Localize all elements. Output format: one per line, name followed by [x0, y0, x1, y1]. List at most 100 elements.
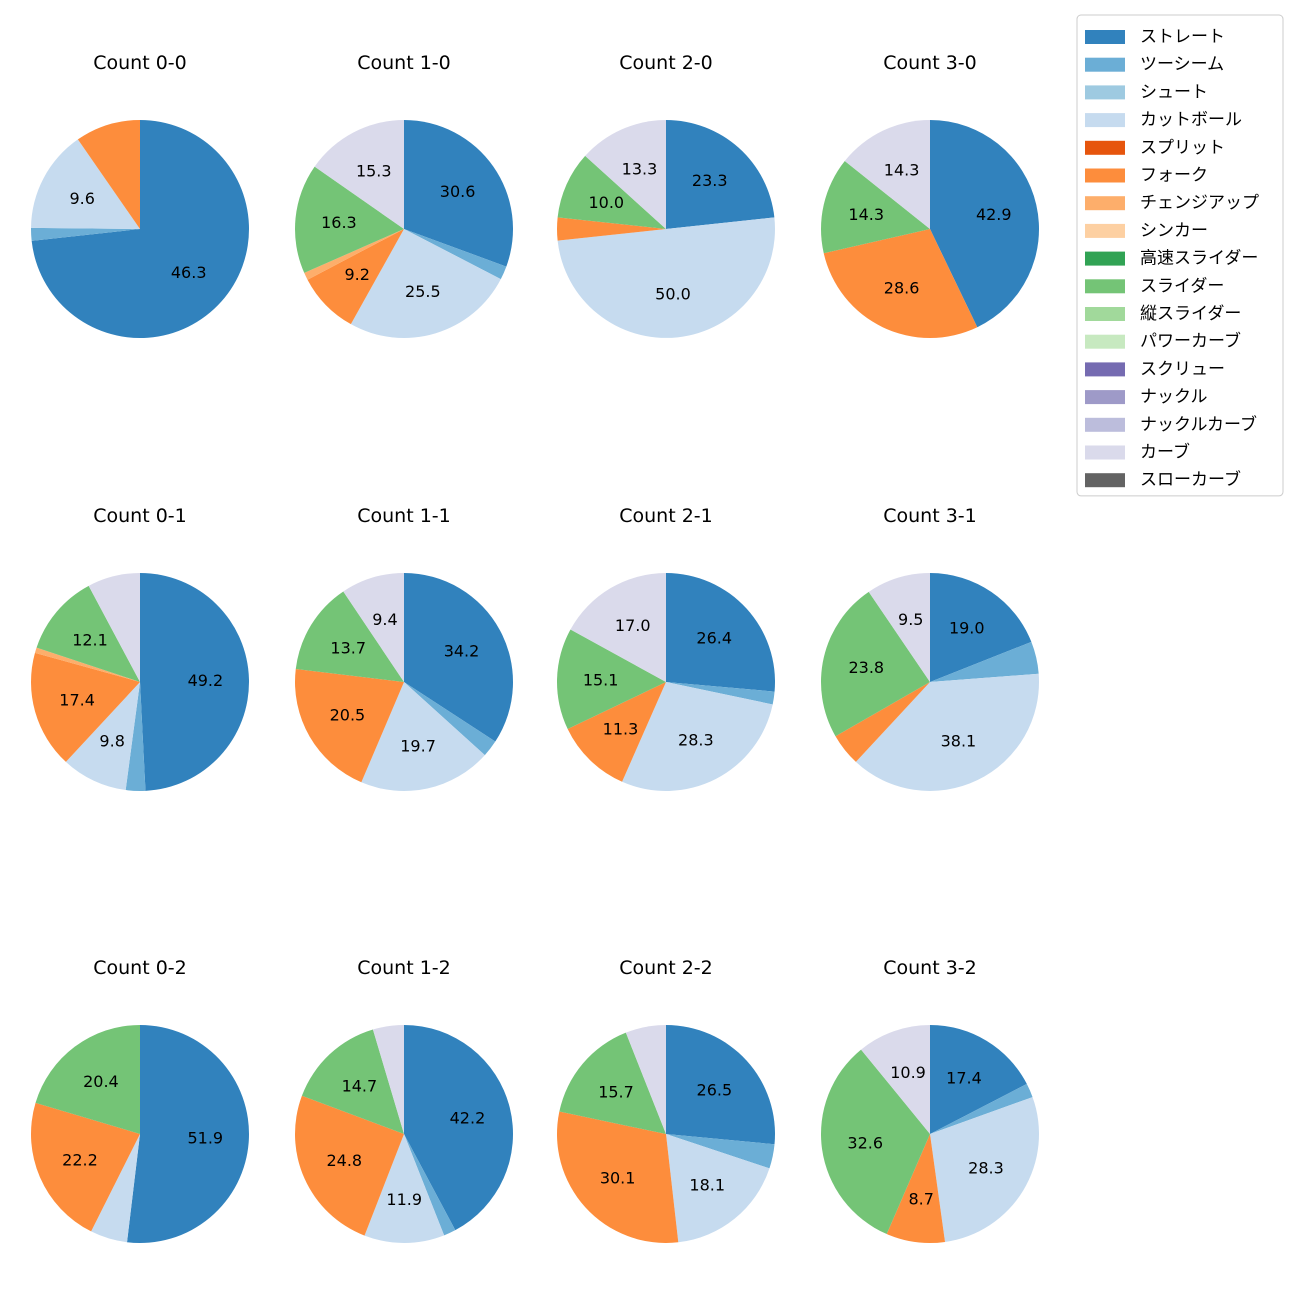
pie-slice	[821, 161, 930, 254]
slice-value-label: 13.3	[622, 160, 658, 179]
slice-value-label: 30.1	[600, 1169, 636, 1188]
legend-entry: スプリット	[1140, 138, 1225, 158]
slice-value-label: 9.4	[372, 610, 397, 629]
legend-entry: カットボール	[1140, 110, 1242, 130]
pie-title: Count 0-1	[93, 505, 187, 527]
pie-slice	[88, 573, 140, 682]
pie-title: Count 2-2	[619, 957, 713, 979]
pie-slice	[861, 1025, 930, 1134]
legend-swatch	[1085, 279, 1125, 294]
pie-slice	[65, 682, 140, 791]
slice-value-label: 9.5	[898, 610, 923, 629]
slice-value-label: 15.1	[583, 671, 619, 690]
slice-value-label: 18.1	[689, 1175, 725, 1194]
slice-value-label: 32.6	[847, 1134, 883, 1153]
slice-value-label: 20.5	[330, 705, 366, 724]
slice-value-label: 11.9	[386, 1190, 422, 1209]
slice-value-label: 24.8	[326, 1151, 362, 1170]
pie-slice	[140, 573, 249, 791]
pie-slice	[364, 1134, 445, 1243]
pie-slice	[77, 120, 140, 229]
pie-slice	[820, 591, 930, 737]
legend-swatch	[1085, 57, 1125, 72]
pie-slice	[36, 585, 140, 682]
slice-value-label: 28.3	[968, 1158, 1004, 1177]
slice-value-label: 9.8	[99, 732, 124, 751]
legend-entry: シュート	[1140, 82, 1208, 102]
slice-value-label: 17.4	[946, 1069, 982, 1088]
pie-slice	[404, 120, 513, 267]
slice-value-label: 10.9	[890, 1063, 926, 1082]
pie-slice	[868, 573, 930, 682]
legend-swatch	[1085, 362, 1125, 377]
pie-slice	[35, 1025, 140, 1134]
pie-slice	[585, 120, 666, 229]
pie-slice	[295, 1095, 404, 1236]
pie-title: Count 3-1	[883, 505, 977, 527]
slice-value-label: 13.7	[330, 638, 366, 657]
pie-slice	[666, 120, 775, 229]
slice-value-label: 14.3	[848, 205, 884, 224]
pie-slice	[30, 652, 140, 762]
legend-swatch	[1085, 334, 1125, 349]
slice-value-label: 26.5	[697, 1080, 733, 1099]
pie-11: Count 2-2 26.5 18.1 30.1 15.7	[557, 957, 775, 1243]
pie-slice	[820, 1049, 930, 1235]
pie-title: Count 0-2	[93, 957, 187, 979]
slice-value-label: 10.0	[588, 193, 624, 212]
slice-value-label: 14.3	[884, 161, 920, 180]
pie-slice	[557, 217, 775, 338]
pie-slice	[930, 1083, 1033, 1134]
slice-value-label: 34.2	[444, 641, 480, 660]
pie-title: Count 3-0	[883, 52, 977, 74]
legend-entry: シンカー	[1140, 221, 1208, 241]
pie-2: Count 1-0 30.6 25.5 9.2 16.3 15.3	[295, 52, 513, 338]
pie-slice	[622, 682, 773, 791]
pie-title: Count 1-1	[357, 505, 451, 527]
pie-7: Count 2-1 26.4 28.3 11.3 15.1 17.0	[557, 505, 775, 791]
legend-swatch	[1085, 196, 1125, 211]
slice-value-label: 42.9	[976, 205, 1012, 224]
pie-slice	[855, 673, 1039, 791]
pie-3: Count 2-0 23.3 50.0 10.0 13.3	[556, 52, 775, 338]
pie-slice	[295, 166, 404, 273]
slice-value-label: 50.0	[655, 285, 691, 304]
slice-value-label: 11.3	[603, 719, 639, 738]
legend-swatch	[1085, 473, 1125, 488]
pie-slice	[30, 227, 140, 241]
slice-value-label: 38.1	[941, 731, 977, 750]
slice-value-label: 17.4	[59, 690, 95, 709]
pie-slice	[930, 1097, 1039, 1242]
legend-entry: チェンジアップ	[1140, 193, 1259, 213]
pie-slice	[361, 682, 485, 791]
pie-title: Count 1-2	[357, 957, 451, 979]
slice-value-label: 20.4	[83, 1072, 119, 1091]
pie-slice	[930, 573, 1032, 682]
slice-value-label: 28.6	[884, 278, 920, 297]
slice-value-label: 23.3	[692, 171, 728, 190]
slice-value-label: 49.2	[188, 671, 224, 690]
legend-swatch	[1085, 85, 1125, 100]
legend-swatch	[1085, 113, 1125, 128]
pie-slice	[294, 669, 404, 783]
legend-swatch	[1085, 30, 1125, 44]
pie-5: Count 0-1 49.2 9.8 17.4 12.1	[30, 505, 249, 791]
slice-value-label: 51.9	[187, 1128, 223, 1147]
slice-value-label: 26.4	[696, 628, 732, 647]
pie-slice	[823, 229, 978, 339]
slice-value-label: 19.0	[949, 618, 985, 637]
pie-slice	[666, 573, 775, 692]
pie-4: Count 3-0 42.9 28.6 14.3 14.3	[821, 52, 1040, 339]
pie-slice	[307, 229, 404, 325]
legend-entry: ナックルカーブ	[1140, 414, 1257, 435]
pie-slice	[304, 229, 404, 280]
pie-slice	[314, 120, 404, 229]
pie-title: Count 1-0	[357, 52, 451, 74]
pie-slice	[404, 1025, 514, 1231]
pie-slice	[567, 682, 666, 782]
pie-slice	[625, 1025, 666, 1134]
pie-slice	[556, 217, 666, 241]
pie-title: Count 0-0	[93, 52, 187, 74]
